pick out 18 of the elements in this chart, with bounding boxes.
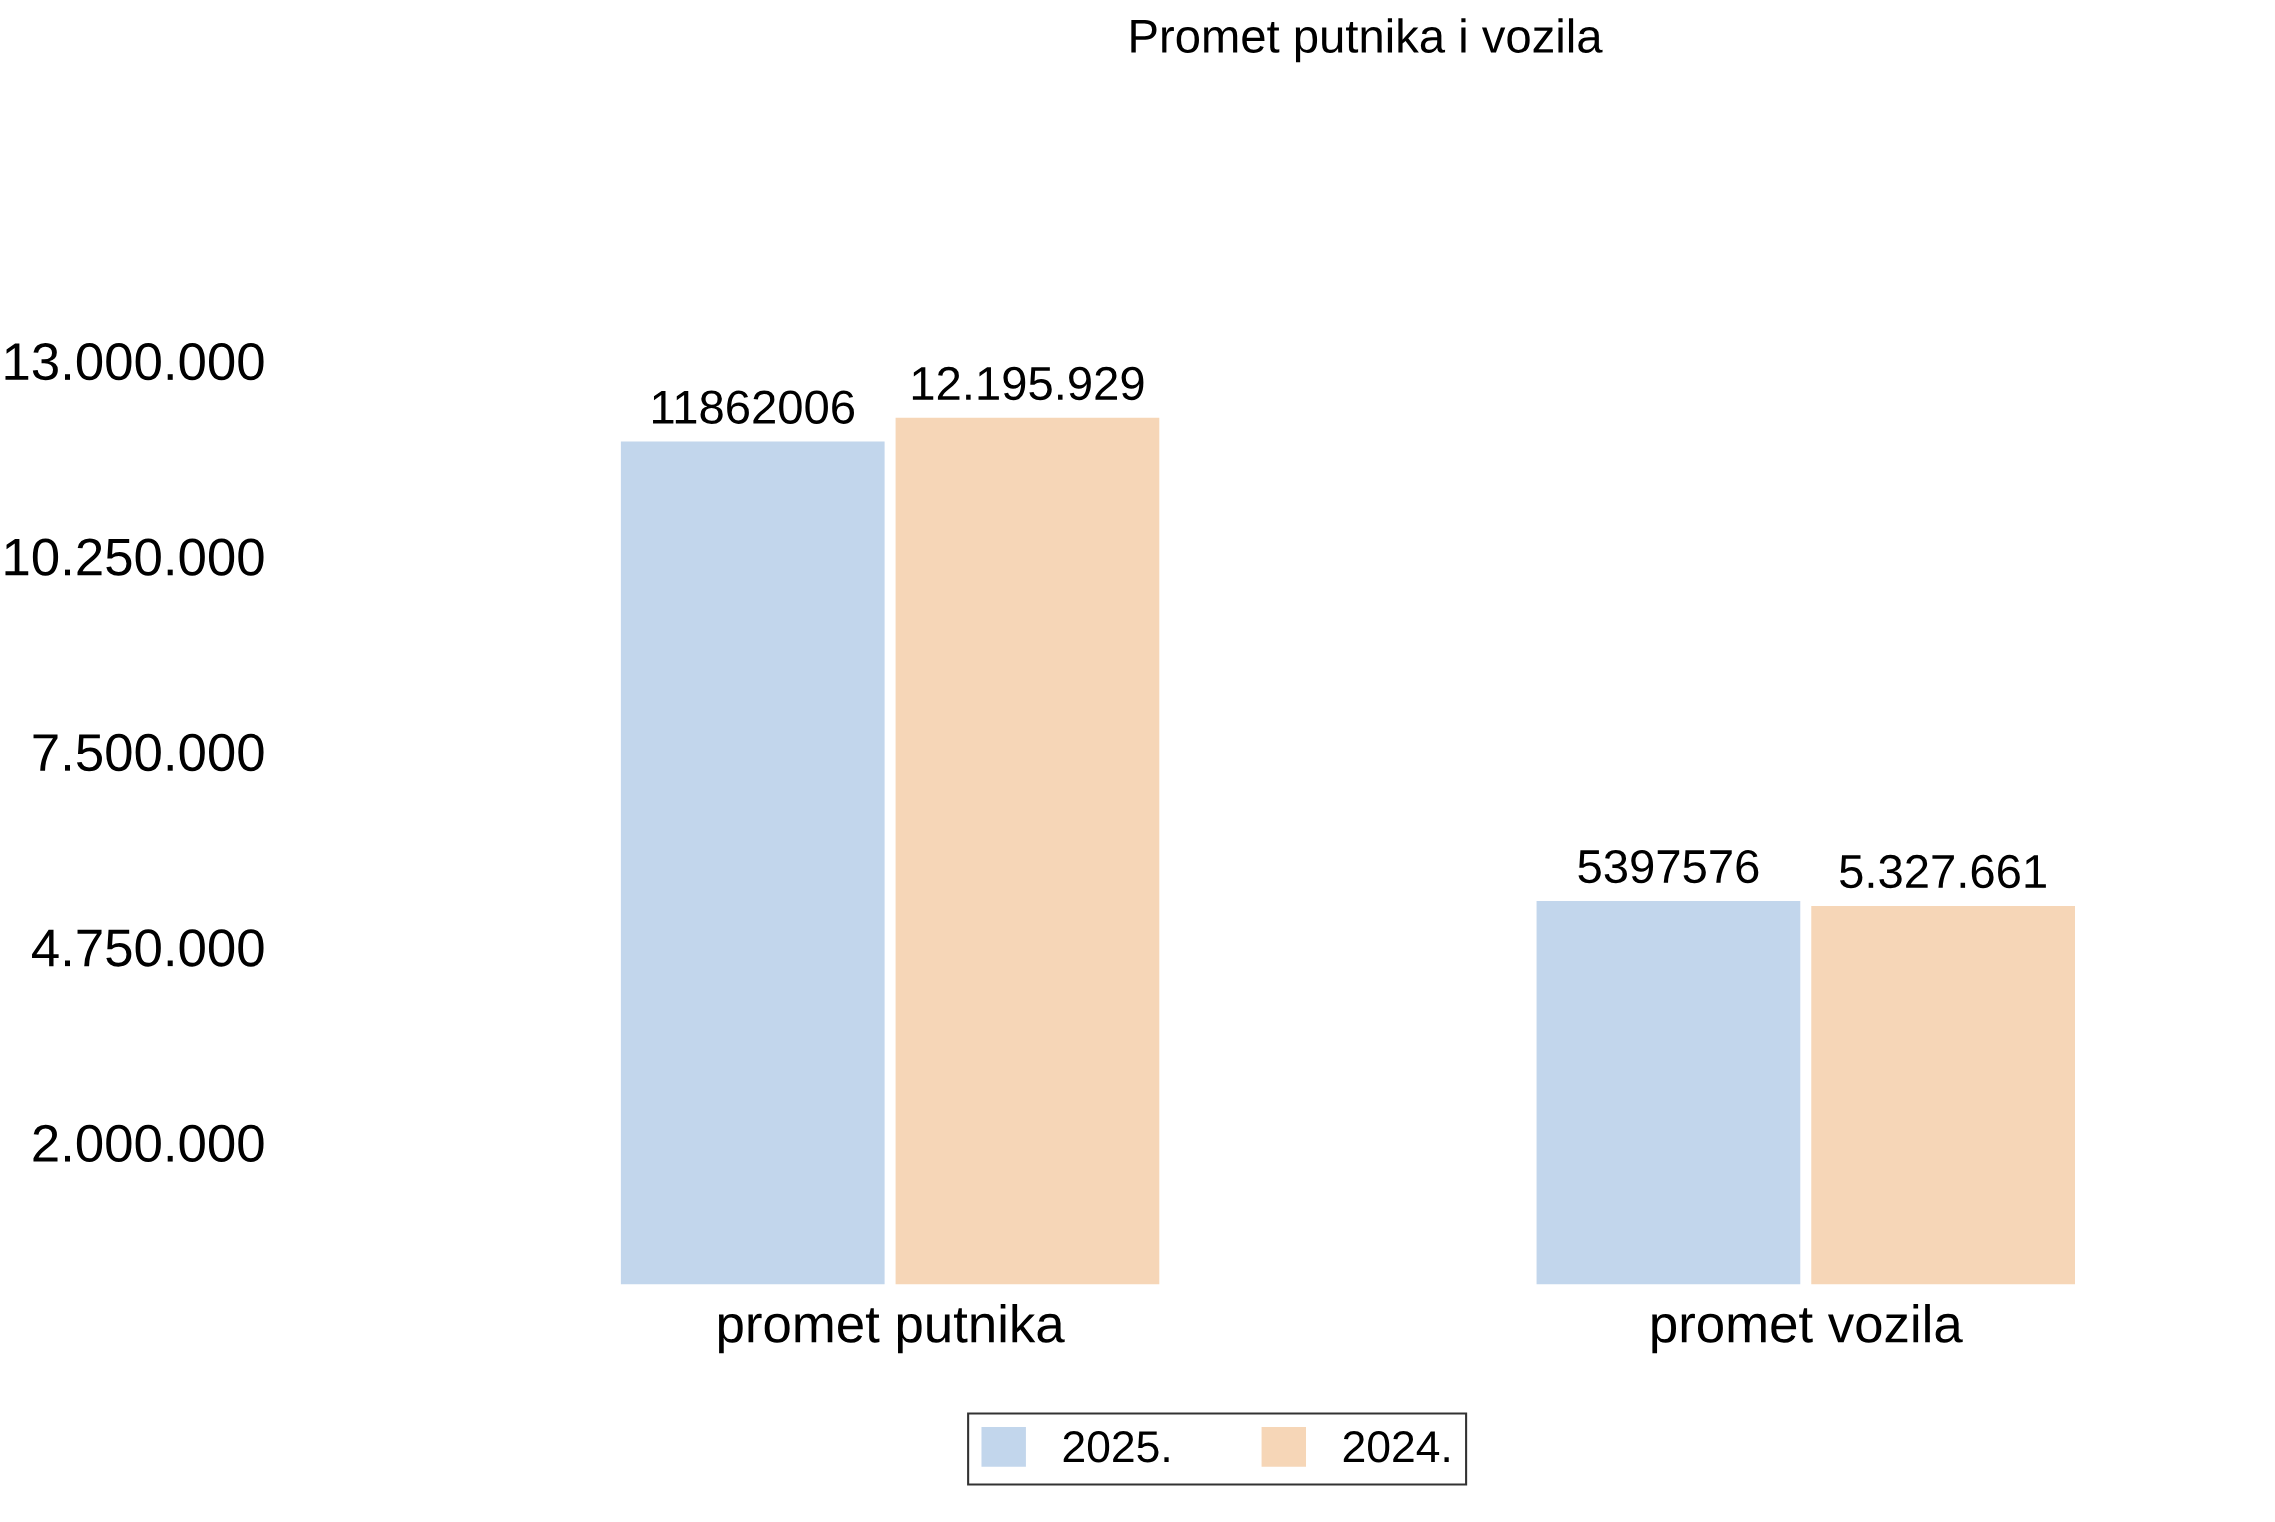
- y-tick-label: 13.000.000: [5, 342, 264, 381]
- x-tick-label: promet putnika: [718, 1304, 1065, 1354]
- legend-label: 2025.: [1063, 1430, 1169, 1463]
- y-tick-label: 4.750.000: [32, 929, 264, 967]
- bar: [1536, 900, 1801, 1285]
- bar: [1811, 905, 2075, 1285]
- y-tick-label: 2.000.000: [33, 1124, 264, 1163]
- x-tick-label: promet vozila: [1652, 1304, 1963, 1354]
- data-label: 5397576: [1578, 849, 1759, 884]
- data-label: 12.195.929: [912, 366, 1144, 401]
- data-label: 5.327.661: [1839, 854, 2046, 889]
- data-label: 11862006: [653, 390, 854, 424]
- legend-label: 2024.: [1343, 1430, 1449, 1463]
- bar: [620, 441, 885, 1285]
- y-tick-label: 7.500.000: [33, 733, 264, 772]
- chart-title: Promet putnika i vozila: [1131, 18, 1603, 63]
- y-tick-label: 10.250.000: [5, 538, 264, 576]
- bar: [895, 417, 1160, 1285]
